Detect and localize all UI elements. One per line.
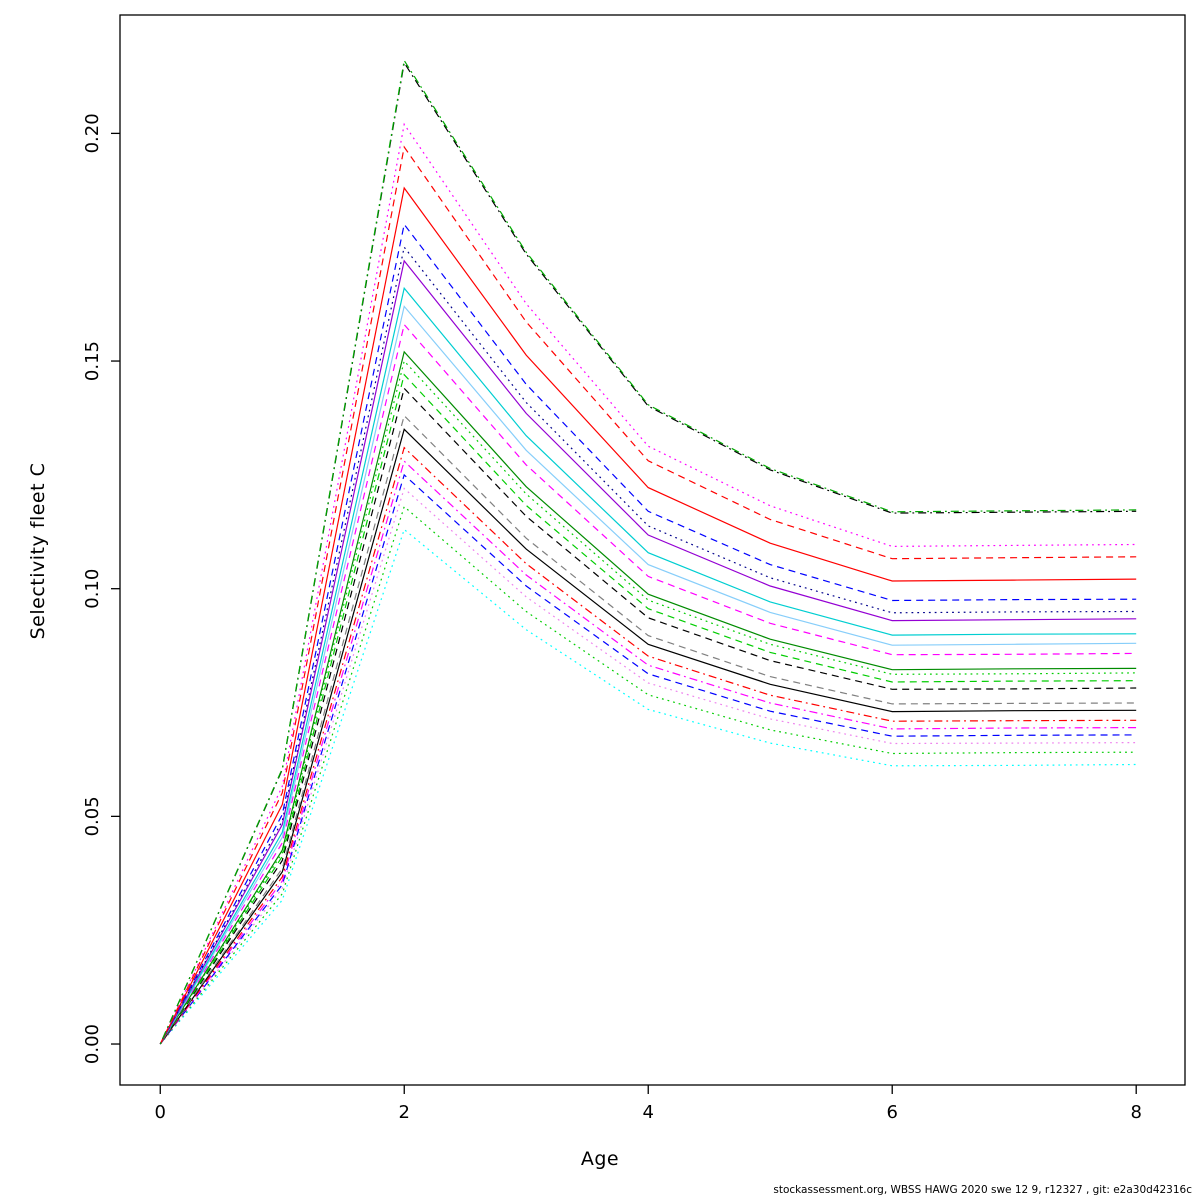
series-line [159,460,1137,1045]
series-line [159,487,1137,1045]
x-tick-label: 0 [155,1102,166,1123]
y-axis-title: Selectivity fleet C [27,462,49,640]
series-line [159,122,1137,1045]
series-line [159,323,1137,1045]
series-line [159,286,1137,1045]
series-line [159,186,1137,1045]
series-line [159,428,1137,1045]
series-line [159,350,1137,1045]
series-line [159,473,1137,1045]
series-line [159,222,1137,1045]
plot-frame [119,14,1186,1086]
series-line [159,145,1137,1045]
series-line [159,373,1137,1045]
series-line [159,414,1137,1045]
y-tick-label: 0.20 [82,113,103,153]
series-line [159,446,1137,1045]
series-line [159,259,1137,1045]
x-tick-label: 2 [399,1102,410,1123]
y-tick-label: 0.10 [82,569,103,609]
y-tick-label: 0.15 [82,341,103,381]
series-line [159,58,1137,1045]
series-line [159,61,1137,1045]
y-tick-label: 0.05 [82,796,103,836]
x-tick-label: 6 [886,1102,897,1123]
footer-stamp: stockassessment.org, WBSS HAWG 2020 swe … [773,1184,1192,1196]
y-tick-label: 0.00 [82,1024,103,1064]
series-line [159,359,1137,1045]
series-line [159,387,1137,1045]
series-line [159,505,1137,1045]
x-axis-title: Age [580,1148,620,1170]
series-line [159,245,1137,1045]
series-line [159,528,1137,1045]
x-tick-label: 8 [1130,1102,1141,1123]
series-line [159,305,1137,1045]
x-tick-label: 4 [643,1102,654,1123]
